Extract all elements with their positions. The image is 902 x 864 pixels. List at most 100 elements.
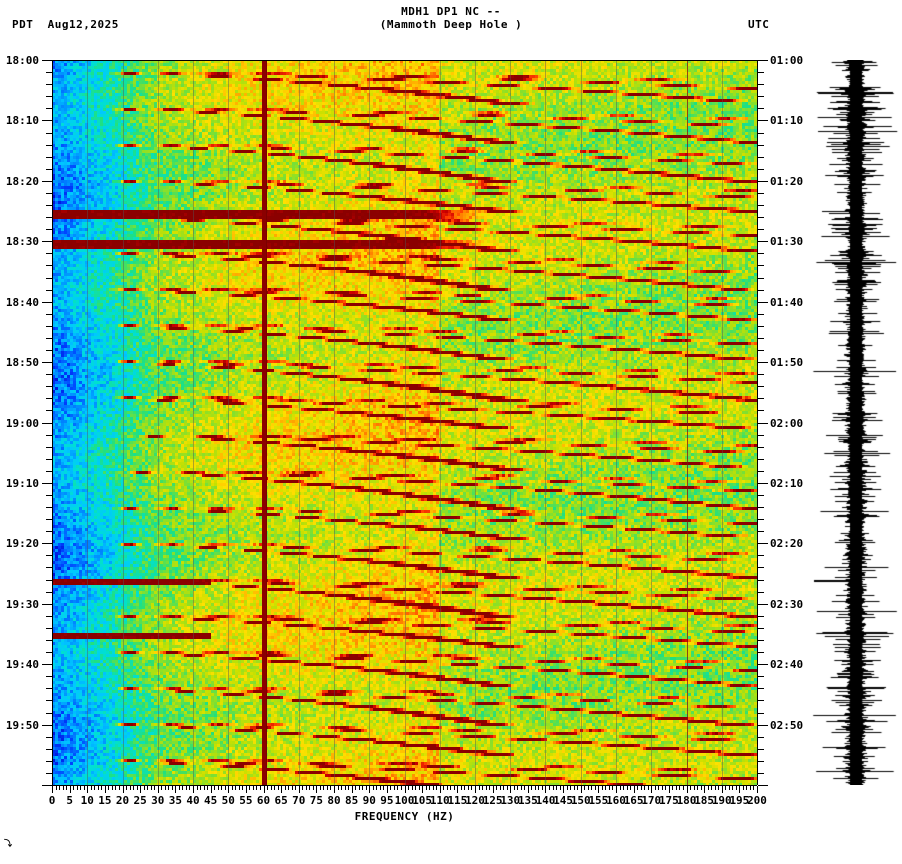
time-tick-right (758, 447, 764, 448)
frequency-tick (218, 786, 219, 790)
time-tick-right (758, 423, 768, 424)
frequency-tick (147, 786, 148, 790)
time-tick-right (758, 96, 764, 97)
time-tick-left (46, 253, 52, 254)
frequency-tick (750, 786, 751, 790)
time-label-pdt: 19:50 (5, 718, 39, 732)
time-label-pdt: 19:30 (5, 597, 39, 611)
frequency-tick (52, 786, 53, 793)
frequency-tick (221, 786, 222, 790)
time-tick-left (42, 362, 52, 363)
frequency-tick (556, 786, 557, 790)
time-tick-left (42, 302, 52, 303)
frequency-tick-label: 35 (168, 794, 182, 807)
frequency-tick (687, 786, 688, 793)
time-tick-left (42, 483, 52, 484)
frequency-tick (151, 786, 152, 790)
frequency-tick (108, 786, 109, 790)
frequency-tick (211, 786, 212, 793)
time-tick-left (46, 592, 52, 593)
time-tick-right (758, 640, 764, 641)
frequency-tick (112, 786, 113, 790)
frequency-tick (383, 786, 384, 790)
frequency-tick (352, 786, 353, 793)
time-tick-left (46, 567, 52, 568)
frequency-tick (500, 786, 501, 790)
frequency-tick (574, 786, 575, 790)
time-tick-left (46, 386, 52, 387)
frequency-tick (295, 786, 296, 790)
frequency-tick (708, 786, 709, 790)
time-tick-right (758, 773, 764, 774)
frequency-tick (524, 786, 525, 790)
time-tick-left (46, 616, 52, 617)
frequency-tick (704, 786, 705, 793)
page-subtitle: (Mammoth Deep Hole ) (379, 18, 523, 31)
frequency-tick (271, 786, 272, 790)
time-tick-left (46, 773, 52, 774)
frequency-tick (753, 786, 754, 790)
time-label-pdt: 19:00 (5, 416, 39, 430)
frequency-tick (161, 786, 162, 790)
frequency-tick-label: 40 (186, 794, 200, 807)
time-tick-left (42, 604, 52, 605)
frequency-tick (115, 786, 116, 790)
time-tick-right (758, 628, 764, 629)
frequency-tick-label: 190 (711, 794, 732, 807)
frequency-tick (563, 786, 564, 793)
frequency-tick-label: 100 (394, 794, 415, 807)
frequency-tick (732, 786, 733, 790)
frequency-tick (440, 786, 441, 793)
frequency-tick (584, 786, 585, 790)
time-tick-left (46, 157, 52, 158)
time-tick-left (42, 543, 52, 544)
time-tick-right (758, 410, 764, 411)
frequency-tick (461, 786, 462, 790)
time-label-utc: 02:10 (770, 476, 804, 490)
frequency-tick (56, 786, 57, 790)
frequency-tick (651, 786, 652, 793)
time-label-pdt: 18:50 (5, 356, 39, 370)
frequency-tick (144, 786, 145, 790)
time-tick-left (46, 471, 52, 472)
frequency-tick-label: 70 (292, 794, 306, 807)
frequency-tick (630, 786, 631, 790)
frequency-tick (140, 786, 141, 793)
frequency-tick (133, 786, 134, 790)
frequency-tick (401, 786, 402, 790)
frequency-tick (154, 786, 155, 790)
time-label-utc: 02:40 (770, 658, 804, 672)
frequency-tick-label: 195 (729, 794, 750, 807)
time-tick-left (46, 580, 52, 581)
frequency-tick (168, 786, 169, 790)
frequency-tick (489, 786, 490, 790)
frequency-tick (581, 786, 582, 793)
frequency-tick (605, 786, 606, 790)
frequency-tick (447, 786, 448, 790)
frequency-tick-label: 95 (380, 794, 394, 807)
time-tick-right (758, 338, 764, 339)
spectrogram-plot[interactable] (52, 60, 757, 785)
frequency-tick-label: 115 (447, 794, 468, 807)
frequency-tick (130, 786, 131, 790)
frequency-tick (179, 786, 180, 790)
time-tick-right (758, 652, 764, 653)
time-label-pdt: 18:20 (5, 174, 39, 188)
frequency-axis-title: FREQUENCY (HZ) (354, 810, 455, 823)
frequency-tick (475, 786, 476, 793)
frequency-tick (676, 786, 677, 790)
frequency-tick-label: 125 (482, 794, 503, 807)
time-tick-right (758, 326, 764, 327)
time-tick-right (758, 145, 764, 146)
frequency-tick-label: 15 (98, 794, 112, 807)
frequency-tick (123, 786, 124, 793)
frequency-tick (591, 786, 592, 790)
frequency-tick (415, 786, 416, 790)
frequency-tick (369, 786, 370, 793)
time-tick-right (758, 700, 764, 701)
time-tick-right (758, 785, 768, 786)
frequency-tick (553, 786, 554, 790)
frequency-tick (746, 786, 747, 790)
frequency-tick (517, 786, 518, 790)
time-tick-left (46, 410, 52, 411)
